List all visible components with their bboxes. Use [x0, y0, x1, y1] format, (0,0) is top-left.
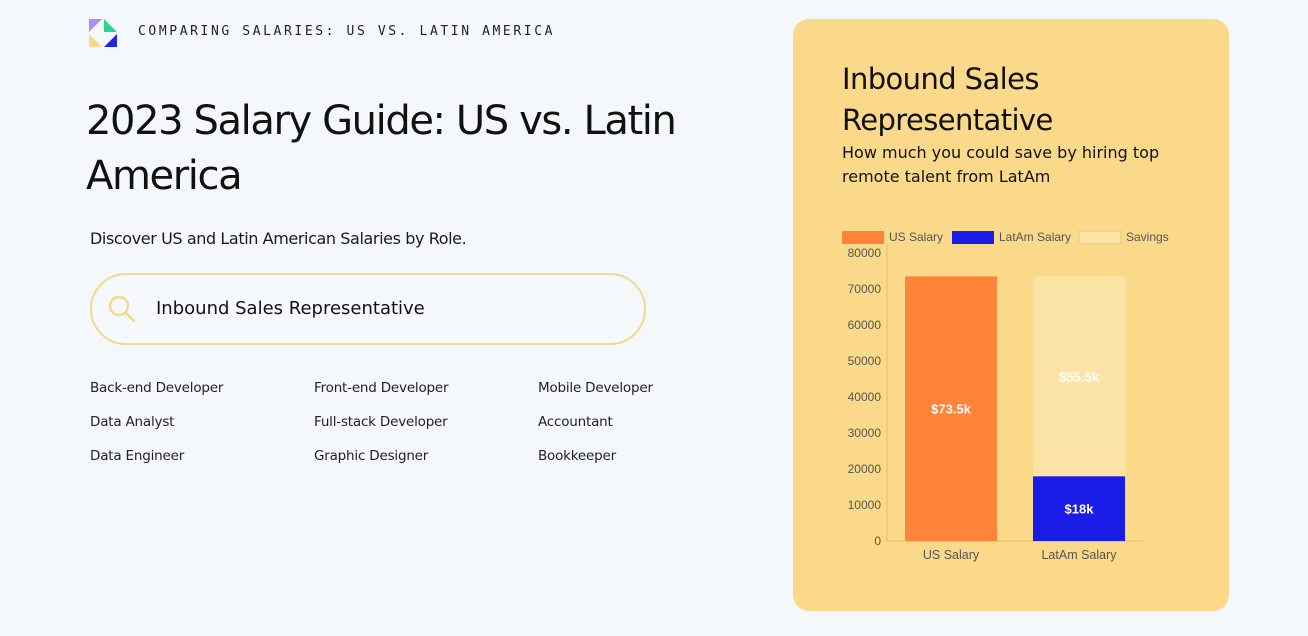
- legend-label: US Salary: [889, 230, 943, 244]
- legend-label: Savings: [1126, 230, 1169, 244]
- search-icon: [108, 295, 136, 323]
- y-tick-label: 70000: [848, 282, 882, 296]
- y-tick-label: 30000: [848, 426, 882, 440]
- page-eyebrow: COMPARING SALARIES: US VS. LATIN AMERICA: [138, 24, 556, 39]
- role-link[interactable]: Graphic Designer: [314, 448, 429, 464]
- salary-card: Inbound Sales Representative How much yo…: [793, 19, 1229, 611]
- legend-label: LatAm Salary: [999, 230, 1071, 244]
- brand-logo: [89, 19, 117, 47]
- y-tick-label: 80000: [848, 246, 882, 260]
- bar-value-label: $73.5k: [931, 402, 972, 417]
- x-tick-label: US Salary: [923, 548, 980, 562]
- role-link[interactable]: Full-stack Developer: [314, 414, 448, 430]
- bar-segment: [1033, 276, 1125, 477]
- x-tick-label: LatAm Salary: [1041, 548, 1117, 562]
- role-link[interactable]: Accountant: [538, 414, 613, 430]
- y-tick-label: 60000: [848, 318, 882, 332]
- legend-swatch: [842, 231, 884, 244]
- y-tick-label: 10000: [848, 498, 882, 512]
- role-link[interactable]: Bookkeeper: [538, 448, 616, 464]
- y-tick-label: 50000: [848, 354, 882, 368]
- y-tick-label: 0: [874, 534, 881, 548]
- role-link[interactable]: Data Engineer: [90, 448, 185, 464]
- page-title: 2023 Salary Guide: US vs. Latin America: [86, 98, 677, 199]
- role-links: Back-end Developer Front-end Developer M…: [90, 378, 738, 466]
- role-link[interactable]: Data Analyst: [90, 414, 175, 430]
- salary-chart: US Salary LatAm Salary Savings 0 10000 20000 3…: [842, 230, 1169, 562]
- card-subtitle: How much you could save by hiring top re…: [842, 143, 1160, 186]
- role-search-box[interactable]: [90, 273, 646, 345]
- legend-swatch: [952, 231, 994, 244]
- bar-value-label: $18k: [1065, 502, 1095, 517]
- legend-swatch: [1078, 230, 1122, 245]
- bar-segment: [905, 276, 997, 541]
- bar-value-label: $55.5k: [1059, 369, 1100, 384]
- y-tick-label: 20000: [848, 462, 882, 476]
- bar-segment: [1033, 476, 1125, 541]
- role-link[interactable]: Back-end Developer: [90, 380, 224, 396]
- role-search-input[interactable]: [156, 289, 616, 327]
- card-title: Inbound Sales Representative: [842, 62, 1053, 137]
- page-subtitle: Discover US and Latin American Salaries …: [90, 229, 467, 248]
- role-link[interactable]: Front-end Developer: [314, 380, 449, 396]
- role-link[interactable]: Mobile Developer: [538, 380, 653, 396]
- y-tick-label: 40000: [848, 390, 882, 404]
